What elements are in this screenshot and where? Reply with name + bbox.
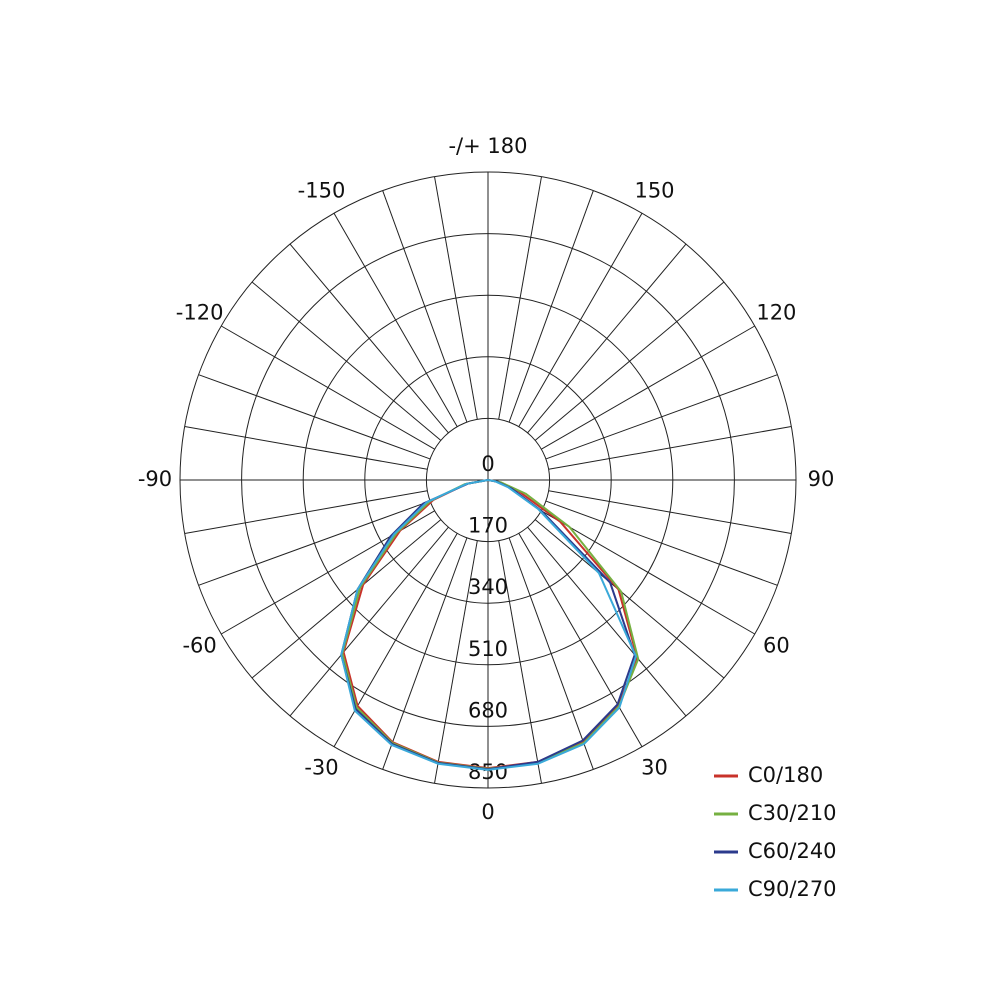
r-tick-label: 510 (468, 637, 508, 661)
ring (179, 171, 797, 789)
legend-label: C0/180 (748, 763, 823, 787)
legend-label: C60/240 (748, 839, 837, 863)
angle-tick-label: -150 (298, 179, 346, 203)
angle-tick-label: 30 (641, 755, 668, 779)
angle-tick-label: -60 (182, 634, 216, 658)
legend-label: C90/270 (748, 877, 837, 901)
r-tick-label: 170 (468, 514, 508, 538)
angle-tick-label: -30 (304, 755, 338, 779)
angle-tick-label: 60 (763, 634, 790, 658)
ring (364, 356, 612, 604)
angle-tick-label: -120 (176, 301, 224, 325)
angle-tick-label: 120 (756, 301, 796, 325)
ring (241, 233, 735, 727)
ring (302, 294, 674, 666)
angle-tick-label: 90 (808, 467, 835, 491)
angle-tick-label: -/+ 180 (448, 134, 527, 158)
angle-tick-label: 150 (634, 179, 674, 203)
r-tick-label: 340 (468, 575, 508, 599)
legend-label: C30/210 (748, 801, 837, 825)
curve (340, 479, 637, 771)
r-tick-label: 850 (468, 760, 508, 784)
r-tick-label: 680 (468, 698, 508, 722)
angle-tick-label: -90 (138, 467, 172, 491)
angle-tick-label: 0 (481, 800, 494, 824)
r-tick-label: 0 (481, 452, 494, 476)
ring (425, 417, 551, 543)
